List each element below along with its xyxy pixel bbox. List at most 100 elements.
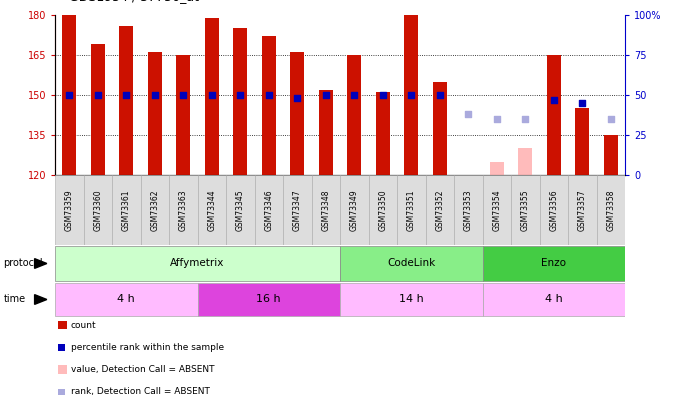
Text: Affymetrix: Affymetrix: [170, 258, 224, 269]
Bar: [375, 92, 390, 175]
Point: [292, 94, 303, 101]
Text: GSM73353: GSM73353: [464, 189, 473, 231]
Bar: [311, 175, 340, 245]
Text: GSM73355: GSM73355: [521, 189, 530, 231]
Text: GSM73360: GSM73360: [93, 189, 102, 231]
Point: [435, 92, 445, 98]
Bar: [141, 175, 169, 245]
Text: GSM73350: GSM73350: [378, 189, 387, 231]
Point: [177, 92, 188, 98]
Point: [463, 111, 474, 117]
Text: GDS1954 / 37750_at: GDS1954 / 37750_at: [69, 0, 199, 3]
Point: [92, 92, 103, 98]
Text: 4 h: 4 h: [118, 294, 135, 305]
Point: [548, 97, 559, 104]
Bar: [340, 175, 369, 245]
Bar: [483, 283, 625, 316]
Point: [64, 92, 75, 98]
Text: GSM73363: GSM73363: [179, 189, 188, 231]
Point: [577, 100, 588, 106]
Point: [406, 92, 417, 98]
Bar: [454, 175, 483, 245]
Text: count: count: [71, 320, 97, 330]
Bar: [197, 283, 340, 316]
Point: [121, 92, 132, 98]
Bar: [539, 175, 568, 245]
Bar: [596, 175, 625, 245]
Point: [605, 116, 616, 122]
Bar: [176, 55, 190, 175]
Bar: [404, 2, 418, 175]
Bar: [369, 175, 397, 245]
Bar: [483, 246, 625, 281]
Bar: [575, 108, 590, 175]
Bar: [547, 55, 561, 175]
Point: [377, 92, 388, 98]
Text: rank, Detection Call = ABSENT: rank, Detection Call = ABSENT: [71, 387, 209, 396]
Point: [263, 92, 274, 98]
Bar: [197, 175, 226, 245]
Text: GSM73357: GSM73357: [578, 189, 587, 231]
Bar: [340, 246, 483, 281]
Bar: [518, 148, 532, 175]
Text: CodeLink: CodeLink: [387, 258, 435, 269]
Bar: [205, 18, 219, 175]
Text: GSM73359: GSM73359: [65, 189, 73, 231]
Text: GSM73358: GSM73358: [607, 189, 615, 231]
Text: GSM73361: GSM73361: [122, 189, 131, 231]
Bar: [90, 44, 105, 175]
Bar: [262, 36, 276, 175]
Bar: [483, 175, 511, 245]
Text: GSM73347: GSM73347: [293, 189, 302, 231]
Bar: [148, 52, 162, 175]
Bar: [55, 246, 340, 281]
Bar: [254, 175, 283, 245]
Bar: [226, 175, 254, 245]
Text: GSM73362: GSM73362: [150, 189, 159, 231]
Bar: [233, 28, 248, 175]
Point: [520, 116, 530, 122]
Bar: [112, 175, 141, 245]
Text: GSM73352: GSM73352: [435, 189, 444, 231]
Point: [320, 92, 331, 98]
Point: [235, 92, 245, 98]
Point: [492, 116, 503, 122]
Bar: [397, 175, 426, 245]
Text: time: time: [3, 294, 26, 305]
Text: 4 h: 4 h: [545, 294, 562, 305]
Bar: [511, 175, 539, 245]
Bar: [169, 175, 197, 245]
Text: GSM73344: GSM73344: [207, 189, 216, 231]
Text: GSM73354: GSM73354: [492, 189, 501, 231]
Bar: [55, 283, 197, 316]
Text: GSM73346: GSM73346: [265, 189, 273, 231]
Text: GSM73348: GSM73348: [321, 189, 330, 231]
Text: GSM73349: GSM73349: [350, 189, 359, 231]
Bar: [604, 135, 618, 175]
Point: [349, 92, 360, 98]
Bar: [490, 162, 504, 175]
Bar: [62, 15, 76, 175]
Text: percentile rank within the sample: percentile rank within the sample: [71, 343, 224, 352]
Text: 14 h: 14 h: [399, 294, 424, 305]
Bar: [319, 90, 333, 175]
Text: Enzo: Enzo: [541, 258, 566, 269]
Text: protocol: protocol: [3, 258, 43, 269]
Bar: [340, 283, 483, 316]
Bar: [283, 175, 311, 245]
Bar: [347, 55, 361, 175]
Text: value, Detection Call = ABSENT: value, Detection Call = ABSENT: [71, 365, 214, 374]
Bar: [432, 82, 447, 175]
Point: [206, 92, 217, 98]
Bar: [55, 175, 84, 245]
Text: GSM73356: GSM73356: [549, 189, 558, 231]
Bar: [426, 175, 454, 245]
Bar: [84, 175, 112, 245]
Text: GSM73345: GSM73345: [236, 189, 245, 231]
Text: GSM73351: GSM73351: [407, 189, 415, 231]
Text: 16 h: 16 h: [256, 294, 281, 305]
Point: [150, 92, 160, 98]
Bar: [290, 52, 305, 175]
Bar: [568, 175, 596, 245]
Bar: [119, 26, 133, 175]
